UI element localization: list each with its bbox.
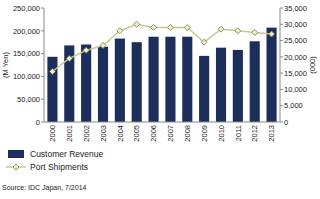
marker — [83, 47, 89, 53]
bar — [250, 41, 260, 122]
y2-tick-label: 15,000 — [284, 69, 307, 78]
marker — [134, 21, 140, 27]
y-tick-label: 250,000 — [13, 4, 40, 13]
x-tick-label: 2003 — [99, 125, 108, 142]
bar — [81, 44, 91, 122]
y2-tick-label: 35,000 — [284, 4, 307, 13]
bar — [233, 50, 243, 122]
legend-marker — [13, 164, 19, 170]
marker — [252, 29, 258, 35]
source: Source: IDC Japan, 7/2014 — [2, 184, 87, 192]
y2-tick-label: 30,000 — [284, 20, 307, 29]
y2-tick-label: 25,000 — [284, 36, 307, 45]
x-tick-label: 2011 — [234, 125, 243, 141]
bar — [98, 47, 108, 122]
x-tick-label: 2005 — [132, 125, 141, 142]
marker — [66, 55, 72, 61]
y-tick-label: 150,000 — [13, 49, 40, 58]
x-tick-label: 2010 — [217, 125, 226, 142]
marker — [117, 28, 123, 34]
marker — [269, 31, 275, 37]
bar — [165, 37, 175, 122]
y-axis — [44, 8, 45, 122]
x-tick-label: 2002 — [82, 125, 91, 142]
y2-tick-label: 0 — [284, 118, 288, 127]
y-tick-label: 100,000 — [13, 72, 40, 81]
plot-marks — [47, 21, 276, 122]
bar — [267, 28, 277, 122]
x-tick-label: 2006 — [149, 125, 158, 142]
x-tick-label: 2008 — [183, 125, 192, 142]
x-tick-label: 2004 — [116, 125, 125, 142]
chart: 0 50,000 100,000 150,000 200,000 250,000 0 5,00… — [0, 0, 320, 199]
y-tick-label: 50,000 — [17, 95, 40, 104]
x-tick-label: 2013 — [267, 125, 276, 142]
bar — [132, 42, 142, 122]
y2-tick-label: 20,000 — [284, 53, 307, 62]
y2-tick-label: 10,000 — [284, 85, 307, 94]
marker — [49, 69, 55, 75]
legend-label: Port Shipments — [30, 162, 88, 172]
legend-swatch — [8, 150, 24, 158]
bar — [216, 48, 226, 122]
marker — [151, 25, 157, 31]
x-tick-label: 2012 — [250, 125, 259, 142]
x-tick-label: 2009 — [200, 125, 209, 142]
bar — [182, 37, 192, 122]
line — [52, 24, 271, 71]
x-axis — [44, 122, 280, 123]
bar — [47, 57, 57, 122]
y-tick-label: 200,000 — [13, 27, 40, 36]
marker — [167, 25, 173, 31]
x-tick-label: 2001 — [65, 125, 74, 142]
marker — [201, 39, 207, 45]
marker — [235, 28, 241, 34]
bar — [115, 39, 125, 122]
legend-label: Customer Revenue — [30, 149, 104, 159]
y2-axis — [280, 8, 281, 122]
y-axis-label: (M Yen) — [1, 52, 10, 78]
x-tick-label: 2007 — [166, 125, 175, 142]
y-tick-label: 0 — [36, 118, 40, 127]
marker — [218, 26, 224, 32]
marker — [184, 25, 190, 31]
y2-axis-label: (000) — [308, 56, 317, 74]
bar — [149, 37, 159, 122]
bar — [199, 56, 209, 122]
marker — [100, 42, 106, 48]
x-tick-label: 2000 — [48, 125, 57, 142]
y2-tick-label: 5,000 — [284, 101, 303, 110]
